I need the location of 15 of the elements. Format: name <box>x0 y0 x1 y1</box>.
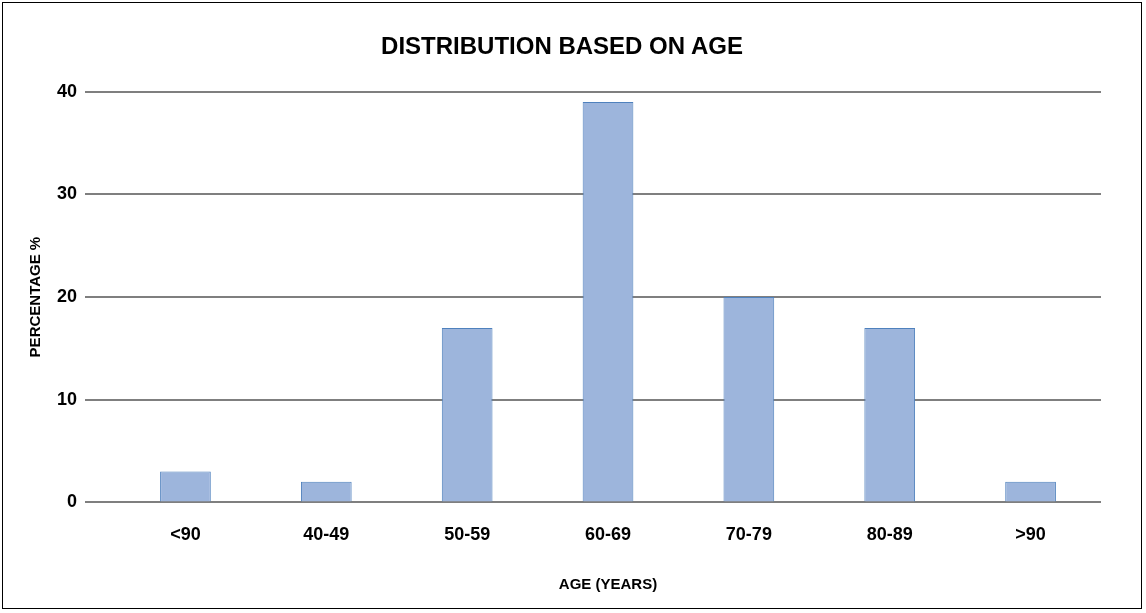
x-tick-label: 80-89 <box>866 524 913 545</box>
y-tick-label: 30 <box>56 183 78 204</box>
x-tick-label: <90 <box>170 524 201 545</box>
x-tick-label: 40-49 <box>303 524 350 545</box>
y-tick-label: 10 <box>56 388 78 409</box>
x-tick-label: 60-69 <box>584 524 632 545</box>
x-axis-title: AGE (YEARS) <box>558 575 658 593</box>
x-tick-label: >90 <box>1015 524 1046 545</box>
x-tick-label: 50-59 <box>444 524 491 545</box>
y-tick-label: 0 <box>67 491 78 512</box>
y-tick-label: 20 <box>56 286 78 307</box>
y-axis-title: PERCENTAGE % <box>26 236 44 358</box>
x-tick-label: 70-79 <box>725 524 772 545</box>
y-tick-label: 40 <box>56 80 78 101</box>
chart-title: DISTRIBUTION BASED ON AGE <box>381 32 743 60</box>
